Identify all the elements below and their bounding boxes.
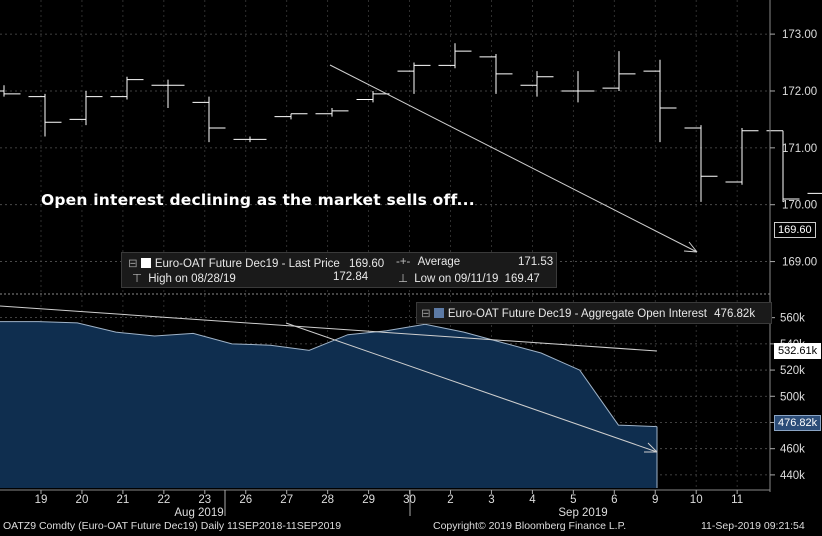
- date-tick-label: 22: [157, 494, 170, 506]
- price-trend-arrow: [329, 64, 698, 253]
- price-tick-label: 172.00: [782, 86, 817, 98]
- open-interest-area: [0, 321, 658, 488]
- average-label: Average: [417, 256, 461, 268]
- date-tick-label: 26: [239, 494, 252, 506]
- oi-tick-label: 560k: [780, 313, 805, 325]
- price-legend[interactable]: ⊟ Euro-OAT Future Dec19 - Last Price 169…: [121, 252, 557, 288]
- date-tick-label: 27: [280, 494, 293, 506]
- date-tick-label: 29: [362, 494, 375, 506]
- date-tick-label: 9: [652, 494, 658, 506]
- chart-annotation: Open interest declining as the market se…: [41, 191, 475, 209]
- price-tick-label: 169.00: [782, 257, 817, 269]
- date-tick-label: 19: [35, 494, 48, 506]
- price-last-tag: 169.60: [774, 222, 816, 238]
- price-tick-label: 170.00: [782, 200, 817, 212]
- date-tick-label: 6: [611, 494, 617, 506]
- oi-tick-label: 500k: [780, 391, 805, 403]
- price-arrowhead-icon: [683, 241, 698, 253]
- oi-arrowhead-icon: [644, 442, 658, 453]
- price-series-label: Euro-OAT Future Dec19 - Last Price: [154, 258, 340, 270]
- oi-last-tag: 476.82k: [774, 415, 822, 431]
- low-icon: ⊥: [398, 273, 409, 285]
- date-tick-label: 21: [117, 494, 130, 506]
- price-swatch-icon: [140, 258, 151, 268]
- high-value: 172.84: [333, 271, 369, 283]
- price-tick-label: 173.00: [782, 29, 817, 41]
- date-tick-label: 11: [731, 494, 743, 506]
- price-bars: [0, 43, 822, 202]
- average-value: 171.53: [518, 256, 554, 268]
- oi-trend-tag: 532.61k: [774, 343, 822, 359]
- oi-regression-line: [0, 305, 658, 352]
- trendlines: [0, 64, 698, 453]
- date-tick-label: 10: [690, 494, 703, 506]
- oi-swatch-icon: [433, 308, 444, 318]
- oi-last-value: 476.82k: [714, 308, 756, 320]
- oi-series-label: Euro-OAT Future Dec19 - Aggregate Open I…: [447, 308, 707, 320]
- footer-timestamp: 11-Sep-2019 09:21:54: [701, 520, 805, 532]
- oi-area-fill: [0, 321, 657, 488]
- date-tick-label: 28: [321, 494, 334, 506]
- oi-area-line: [0, 321, 658, 428]
- low-label: Low on 09/11/19: [414, 273, 499, 285]
- date-tick-label: 3: [488, 494, 494, 506]
- date-tick-label: 5: [570, 494, 576, 506]
- price-tick-label: 171.00: [782, 143, 817, 155]
- footer-ticker: OATZ9 Comdty (Euro-OAT Future Dec19) Dai…: [3, 520, 342, 532]
- date-tick-label: 23: [198, 494, 211, 506]
- oi-tick-label: 460k: [780, 444, 805, 456]
- low-value: 169.47: [504, 273, 540, 285]
- oi-legend[interactable]: ⊟ Euro-OAT Future Dec19 - Aggregate Open…: [416, 302, 772, 324]
- high-label: High on 08/28/19: [148, 273, 236, 285]
- date-tick-label: 20: [76, 494, 89, 506]
- oi-tick-label: 440k: [780, 470, 805, 482]
- high-icon: ⊤: [132, 273, 143, 285]
- average-icon: -+-: [396, 256, 411, 268]
- month-label: Sep 2019: [558, 507, 607, 519]
- oi-trend-arrow: [285, 322, 658, 453]
- oi-tick-label: 520k: [780, 365, 805, 377]
- date-tick-label: 4: [529, 494, 536, 506]
- month-label: Aug 2019: [174, 507, 223, 519]
- price-last-value: 169.60: [348, 258, 385, 270]
- date-tick-label: 2: [447, 494, 453, 506]
- footer-copyright: Copyright© 2019 Bloomberg Finance L.P.: [433, 520, 627, 532]
